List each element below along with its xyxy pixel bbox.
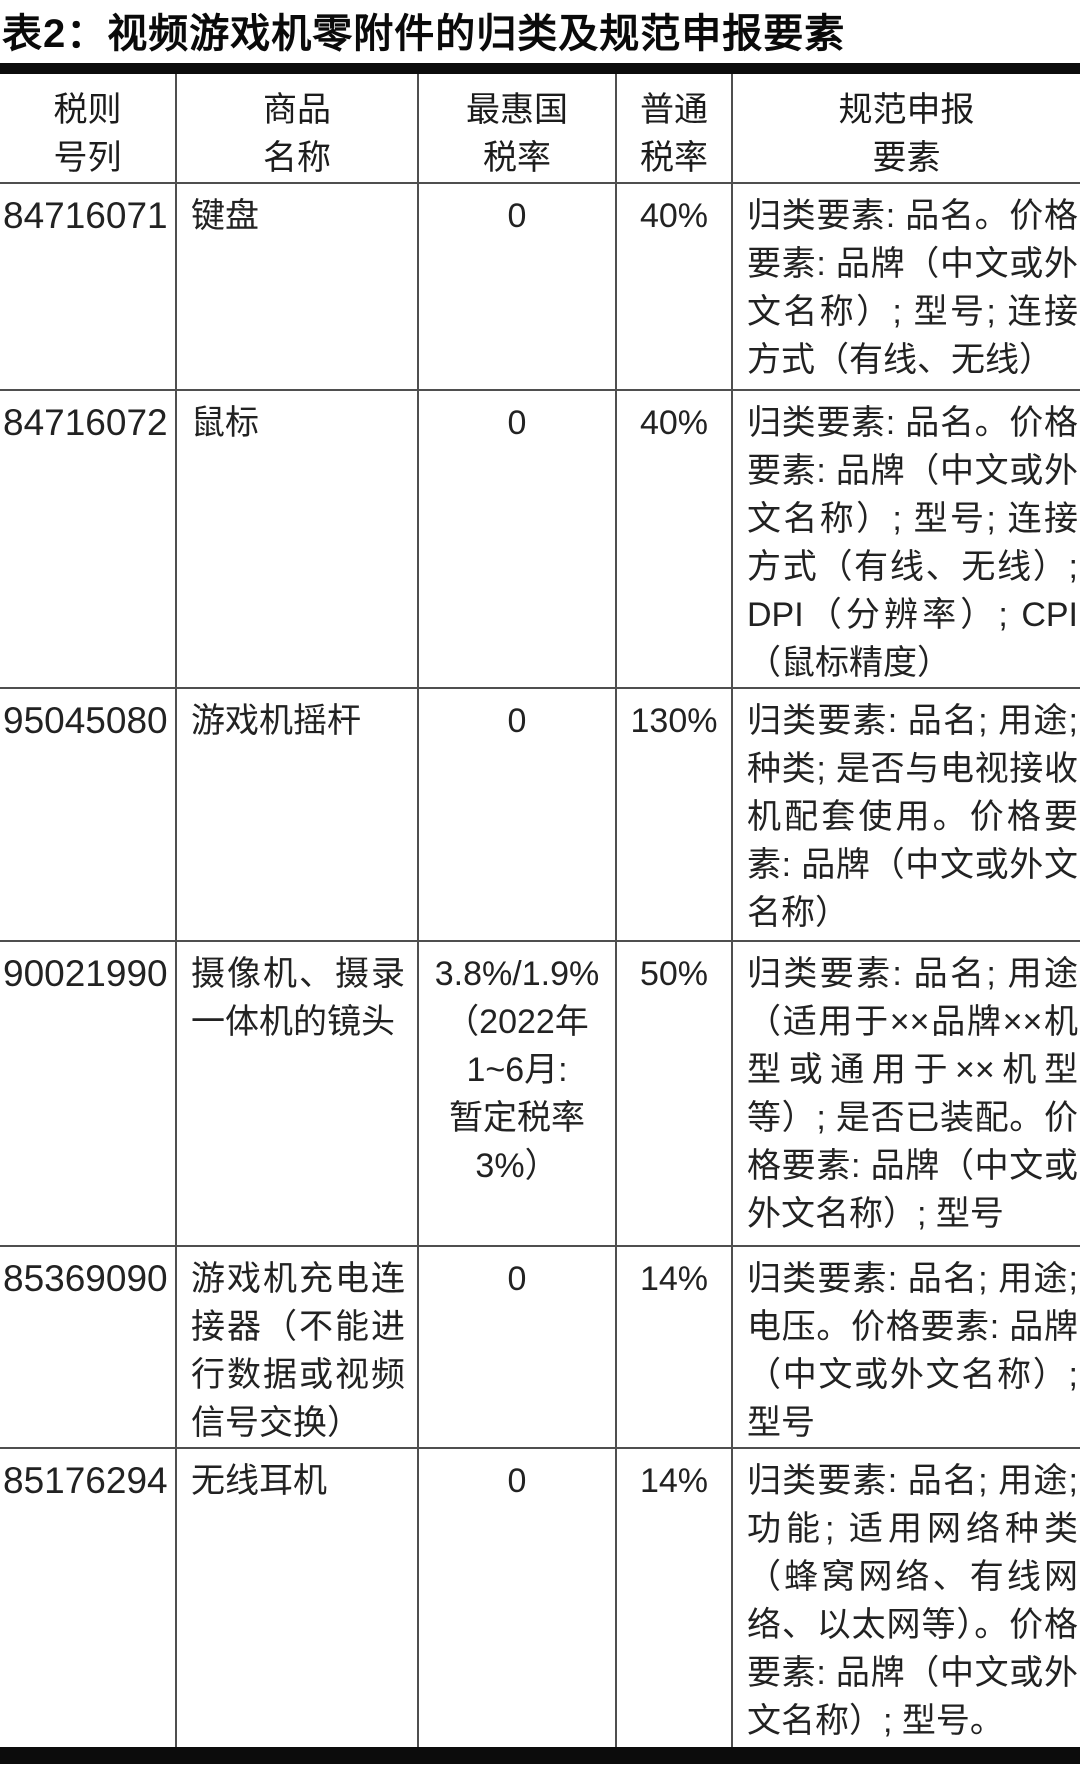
table-row: 84716071 键盘 0 40% 归类要素: 品名。价格要素: 品牌（中文或外…: [0, 183, 1080, 390]
cell-general-rate: 14%: [615, 1448, 732, 1747]
tariff-table: 税则 号列 商品 名称 最惠国 税率 普通 税率 规范申报 要素 8471607…: [0, 74, 1080, 1747]
cell-declaration-elements: 归类要素: 品名; 用途; 功能; 适用网络种类（蜂窝网络、有线网络、以太网等）…: [731, 1448, 1080, 1747]
table-row: 90021990 摄像机、摄录一体机的镜头 3.8%/1.9% （2022年 1…: [0, 941, 1080, 1246]
table-row: 95045080 游戏机摇杆 0 130% 归类要素: 品名; 用途; 种类; …: [0, 688, 1080, 941]
cell-declaration-elements: 归类要素: 品名。价格要素: 品牌（中文或外文名称）; 型号; 连接方式（有线、…: [731, 183, 1080, 390]
cell-product-name: 摄像机、摄录一体机的镜头: [175, 941, 418, 1246]
cell-general-rate: 14%: [615, 1246, 732, 1448]
cell-mfn-rate: 0: [417, 688, 616, 941]
cell-declaration-elements: 归类要素: 品名。价格要素: 品牌（中文或外文名称）; 型号; 连接方式（有线、…: [731, 390, 1080, 688]
col-header-product-name: 商品 名称: [175, 74, 418, 183]
cell-declaration-elements: 归类要素: 品名; 用途（适用于××品牌××机型或通用于××机型等）; 是否已装…: [731, 941, 1080, 1246]
col-header-declaration-elements: 规范申报 要素: [731, 74, 1080, 183]
cell-declaration-elements: 归类要素: 品名; 用途; 种类; 是否与电视接收机配套使用。价格要素: 品牌（…: [731, 688, 1080, 941]
cell-tariff-code: 85369090: [3, 1258, 168, 1299]
cell-tariff-code: 90021990: [3, 953, 168, 994]
bottom-rule: [0, 1747, 1080, 1764]
cell-general-rate: 40%: [615, 390, 732, 688]
table-row: 84716072 鼠标 0 40% 归类要素: 品名。价格要素: 品牌（中文或外…: [0, 390, 1080, 688]
cell-mfn-rate: 3.8%/1.9% （2022年 1~6月: 暂定税率 3%）: [417, 941, 616, 1246]
cell-mfn-rate: 0: [417, 183, 616, 390]
cell-product-name: 鼠标: [175, 390, 418, 688]
cell-declaration-elements: 归类要素: 品名; 用途; 电压。价格要素: 品牌（中文或外文名称）; 型号: [731, 1246, 1080, 1448]
cell-tariff-code: 85176294: [3, 1460, 168, 1501]
col-header-mfn-rate: 最惠国 税率: [417, 74, 616, 183]
table-row: 85176294 无线耳机 0 14% 归类要素: 品名; 用途; 功能; 适用…: [0, 1448, 1080, 1747]
cell-tariff-code: 84716072: [3, 402, 168, 443]
top-rule: [0, 63, 1080, 74]
cell-mfn-rate: 0: [417, 390, 616, 688]
col-header-general-rate: 普通 税率: [615, 74, 732, 183]
cell-product-name: 键盘: [175, 183, 418, 390]
header-row: 税则 号列 商品 名称 最惠国 税率 普通 税率 规范申报 要素: [0, 74, 1080, 183]
cell-mfn-rate: 0: [417, 1448, 616, 1747]
cell-general-rate: 40%: [615, 183, 732, 390]
col-header-tariff-code: 税则 号列: [53, 91, 122, 177]
cell-product-name: 游戏机充电连接器（不能进行数据或视频信号交换）: [175, 1246, 418, 1448]
table-caption: 表2：视频游戏机零附件的归类及规范申报要素: [2, 12, 846, 56]
table-row: 85369090 游戏机充电连接器（不能进行数据或视频信号交换） 0 14% 归…: [0, 1246, 1080, 1448]
cell-tariff-code: 95045080: [3, 700, 168, 741]
cell-product-name: 游戏机摇杆: [175, 688, 418, 941]
cell-tariff-code: 84716071: [3, 195, 168, 236]
cell-product-name: 无线耳机: [175, 1448, 418, 1747]
cell-mfn-rate: 0: [417, 1246, 616, 1448]
cell-general-rate: 130%: [615, 688, 732, 941]
cell-general-rate: 50%: [615, 941, 732, 1246]
